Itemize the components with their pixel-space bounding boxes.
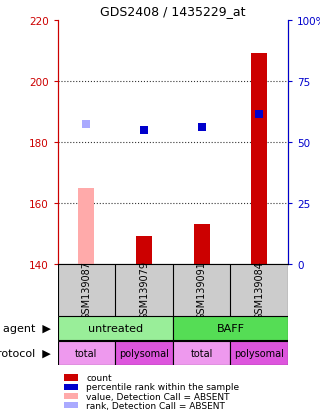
Bar [136, 237, 152, 264]
Text: polysomal: polysomal [234, 348, 284, 358]
Text: GSM139087: GSM139087 [81, 261, 92, 320]
Bar [58, 317, 173, 340]
Text: total: total [190, 348, 213, 358]
Bar [194, 225, 210, 264]
Text: untreated: untreated [88, 323, 143, 333]
Bar [58, 342, 115, 365]
Text: GSM139079: GSM139079 [139, 261, 149, 320]
Point [141, 127, 147, 134]
Point [199, 124, 204, 131]
Text: protocol  ▶: protocol ▶ [0, 348, 51, 358]
Text: rank, Detection Call = ABSENT: rank, Detection Call = ABSENT [86, 401, 225, 410]
Bar [173, 317, 288, 340]
Text: GSM139091: GSM139091 [196, 261, 207, 320]
Bar [78, 188, 94, 264]
Bar [251, 54, 267, 264]
Text: count: count [86, 373, 112, 382]
Title: GDS2408 / 1435229_at: GDS2408 / 1435229_at [100, 5, 245, 18]
Text: agent  ▶: agent ▶ [3, 323, 51, 333]
Point [257, 112, 262, 119]
Bar [173, 342, 230, 365]
Bar [115, 342, 173, 365]
Text: BAFF: BAFF [216, 323, 244, 333]
Point [84, 121, 89, 128]
Text: total: total [75, 348, 98, 358]
Text: value, Detection Call = ABSENT: value, Detection Call = ABSENT [86, 392, 230, 401]
Text: percentile rank within the sample: percentile rank within the sample [86, 382, 240, 392]
Text: GSM139084: GSM139084 [254, 261, 264, 320]
Bar [230, 342, 288, 365]
Text: polysomal: polysomal [119, 348, 169, 358]
